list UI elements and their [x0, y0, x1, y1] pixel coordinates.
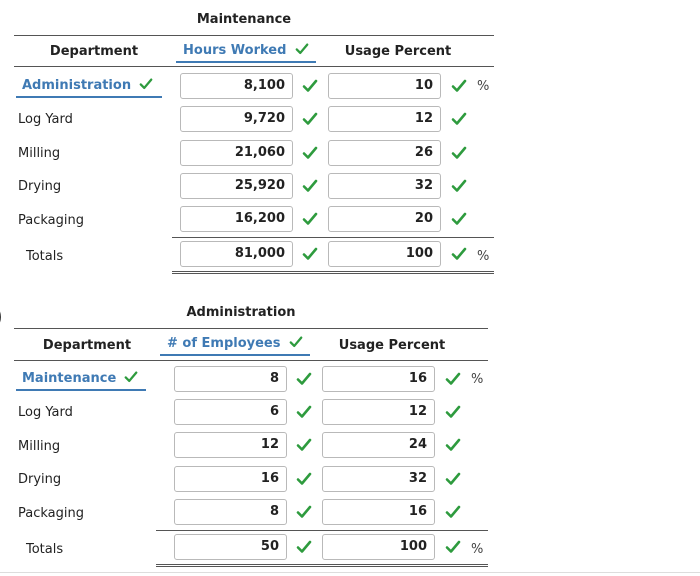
percent-input-maintenance[interactable]: 16: [322, 366, 435, 392]
column-header-department: Department: [49, 44, 139, 59]
checkmark-icon: [445, 504, 461, 520]
percent-sign: %: [471, 542, 484, 557]
percent-input-log-yard[interactable]: 12: [328, 106, 441, 132]
checkmark-icon: [451, 145, 467, 161]
employees-input-log-yard[interactable]: 6: [174, 399, 287, 425]
column-header-underline: [176, 61, 316, 63]
row-label-text: Administration: [22, 78, 132, 93]
totals-rule-top: [172, 237, 494, 238]
checkmark-icon: [302, 178, 318, 194]
percent-sign: %: [477, 79, 490, 94]
header-rule-top: [14, 328, 488, 329]
checkmark-icon: [302, 211, 318, 227]
checkmark-icon: [445, 371, 461, 387]
employees-input-drying[interactable]: 16: [174, 466, 287, 492]
checkmark-icon: [296, 471, 312, 487]
row-label-maintenance[interactable]: Maintenance: [22, 370, 138, 388]
checkmark-icon: [451, 111, 467, 127]
header-rule-bottom: [14, 66, 494, 67]
row-label-administration[interactable]: Administration: [22, 77, 153, 95]
row-label-totals: Totals: [26, 249, 64, 264]
checkmark-icon: [295, 42, 309, 60]
totals-double-rule: [156, 564, 488, 567]
checkmark-icon: [296, 437, 312, 453]
row-label-drying: Drying: [18, 472, 62, 487]
checkmark-icon: [296, 539, 312, 555]
employees-input-packaging[interactable]: 8: [174, 499, 287, 525]
hours-input-log-yard[interactable]: 9,720: [180, 106, 293, 132]
checkmark-icon: [445, 471, 461, 487]
row-label-milling: Milling: [18, 146, 61, 161]
checkmark-icon: [451, 78, 467, 94]
row-label-underline: [16, 389, 146, 391]
hours-input-milling[interactable]: 21,060: [180, 140, 293, 166]
percent-sign: %: [477, 249, 490, 264]
column-header-employees[interactable]: # of Employees: [160, 335, 310, 353]
checkmark-icon: [302, 246, 318, 262]
column-header-usage-percent: Usage Percent: [344, 44, 452, 59]
percent-sign: %: [471, 372, 484, 387]
hours-input-drying[interactable]: 25,920: [180, 173, 293, 199]
totals-double-rule: [172, 271, 494, 274]
row-label-drying: Drying: [18, 179, 62, 194]
column-header-department: Department: [42, 338, 132, 353]
row-label-text: Maintenance: [22, 371, 117, 386]
stray-parenthesis: ): [0, 302, 3, 332]
percent-input-totals[interactable]: 100: [328, 241, 441, 267]
employees-input-totals[interactable]: 50: [174, 534, 287, 560]
checkmark-icon: [445, 404, 461, 420]
checkmark-icon: [296, 504, 312, 520]
header-rule-bottom: [14, 360, 488, 361]
percent-input-administration[interactable]: 10: [328, 73, 441, 99]
row-label-milling: Milling: [18, 439, 61, 454]
percent-input-packaging[interactable]: 16: [322, 499, 435, 525]
checkmark-icon: [296, 404, 312, 420]
checkmark-icon: [445, 437, 461, 453]
column-header-label: # of Employees: [166, 336, 281, 351]
percent-input-drying[interactable]: 32: [322, 466, 435, 492]
checkmark-icon: [451, 178, 467, 194]
employees-input-milling[interactable]: 12: [174, 432, 287, 458]
checkmark-icon: [302, 111, 318, 127]
totals-rule-top: [156, 530, 488, 531]
checkmark-icon: [139, 77, 153, 95]
checkmark-icon: [289, 335, 303, 353]
page-bottom-divider: [0, 572, 700, 573]
checkmark-icon: [445, 539, 461, 555]
row-label-underline: [16, 96, 162, 98]
percent-input-milling[interactable]: 24: [322, 432, 435, 458]
row-label-totals: Totals: [26, 542, 64, 557]
row-label-packaging: Packaging: [18, 213, 84, 228]
hours-input-administration[interactable]: 8,100: [180, 73, 293, 99]
hours-input-packaging[interactable]: 16,200: [180, 206, 293, 232]
column-header-label: Hours Worked: [183, 43, 287, 58]
checkmark-icon: [302, 78, 318, 94]
administration-title: Administration: [186, 305, 296, 320]
percent-input-packaging[interactable]: 20: [328, 206, 441, 232]
employees-input-maintenance[interactable]: 8: [174, 366, 287, 392]
column-header-underline: [160, 354, 310, 356]
row-label-packaging: Packaging: [18, 506, 84, 521]
checkmark-icon: [451, 211, 467, 227]
column-header-usage-percent: Usage Percent: [338, 338, 446, 353]
checkmark-icon: [124, 370, 138, 388]
percent-input-totals[interactable]: 100: [322, 534, 435, 560]
checkmark-icon: [296, 371, 312, 387]
checkmark-icon: [302, 145, 318, 161]
checkmark-icon: [451, 246, 467, 262]
row-label-log-yard: Log Yard: [18, 112, 73, 127]
percent-input-drying[interactable]: 32: [328, 173, 441, 199]
row-label-log-yard: Log Yard: [18, 405, 73, 420]
hours-input-totals[interactable]: 81,000: [180, 241, 293, 267]
percent-input-milling[interactable]: 26: [328, 140, 441, 166]
maintenance-title: Maintenance: [196, 12, 292, 27]
header-rule-top: [14, 35, 494, 36]
column-header-hours-worked[interactable]: Hours Worked: [176, 42, 316, 60]
percent-input-log-yard[interactable]: 12: [322, 399, 435, 425]
